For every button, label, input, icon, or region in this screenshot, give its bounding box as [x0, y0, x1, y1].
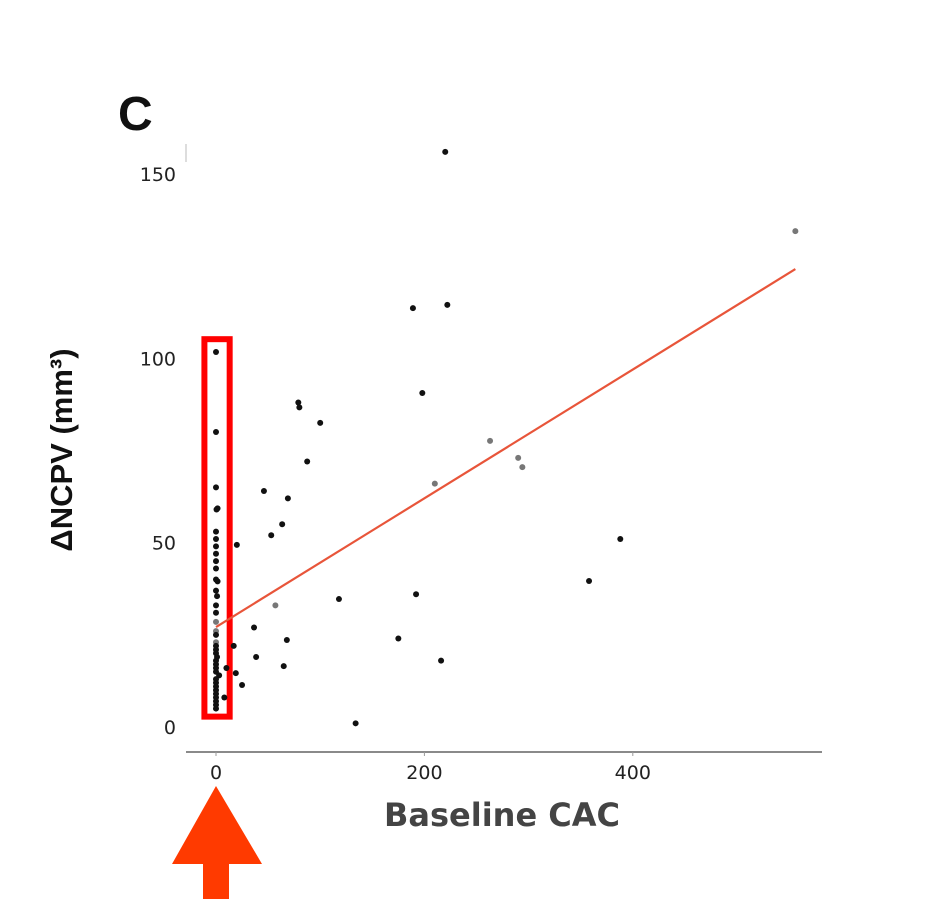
x-axis-label: Baseline CAC: [384, 796, 620, 834]
data-point: [586, 577, 593, 584]
data-point: [444, 301, 451, 308]
y-tick-label: 50: [152, 533, 176, 555]
data-point: [335, 596, 342, 603]
data-point: [213, 618, 219, 625]
data-point: [213, 558, 219, 565]
data-point: [214, 593, 221, 600]
data-point: [419, 389, 426, 396]
data-point: [792, 228, 799, 235]
data-point: [213, 543, 219, 550]
data-point: [272, 602, 279, 609]
data-point: [214, 505, 221, 512]
y-tick-label: 0: [164, 717, 176, 739]
regression-line: [215, 268, 796, 629]
data-point: [251, 624, 258, 631]
data-point: [213, 602, 219, 609]
data-point: [221, 694, 228, 701]
data-point: [253, 653, 260, 660]
data-point: [230, 642, 237, 649]
x-tick-label: 0: [210, 762, 222, 784]
data-point: [352, 720, 359, 727]
data-point: [213, 528, 219, 535]
data-point: [233, 541, 240, 548]
data-point: [279, 521, 286, 528]
data-point: [214, 578, 221, 585]
data-point: [213, 565, 219, 572]
data-point: [487, 437, 494, 444]
data-point: [296, 404, 303, 411]
data-point: [409, 305, 416, 312]
data-point: [395, 635, 402, 642]
data-point: [232, 670, 239, 677]
data-point: [283, 636, 290, 643]
data-point: [304, 458, 311, 465]
data-point: [519, 464, 526, 471]
data-point: [213, 587, 219, 594]
x-tick-label: 400: [615, 762, 651, 784]
data-point: [515, 454, 522, 461]
data-point: [213, 609, 219, 616]
y-tick-label: 150: [140, 164, 176, 186]
data-point: [280, 663, 287, 670]
data-point: [213, 550, 219, 557]
panel-label: C: [118, 88, 153, 141]
data-point: [617, 535, 624, 542]
data-point: [213, 535, 219, 542]
data-point: [213, 349, 219, 356]
data-point: [223, 665, 230, 672]
data-point: [213, 631, 219, 638]
data-point: [413, 591, 420, 598]
y-tick-label: 100: [140, 348, 176, 370]
y-axis-label: ΔNCPV (mm³): [44, 348, 79, 551]
data-point: [317, 419, 324, 426]
data-point: [260, 488, 267, 495]
data-point: [442, 148, 449, 155]
x-tick-label: 200: [406, 762, 442, 784]
highlight-box: [201, 336, 233, 720]
data-point: [213, 484, 219, 491]
data-point: [295, 399, 302, 406]
data-point: [431, 480, 438, 487]
data-point: [213, 705, 219, 712]
data-point: [284, 495, 291, 502]
data-point: [268, 532, 275, 539]
data-point: [239, 681, 246, 688]
up-arrow-icon: [172, 786, 262, 899]
data-point: [213, 429, 219, 436]
data-point: [438, 657, 445, 664]
